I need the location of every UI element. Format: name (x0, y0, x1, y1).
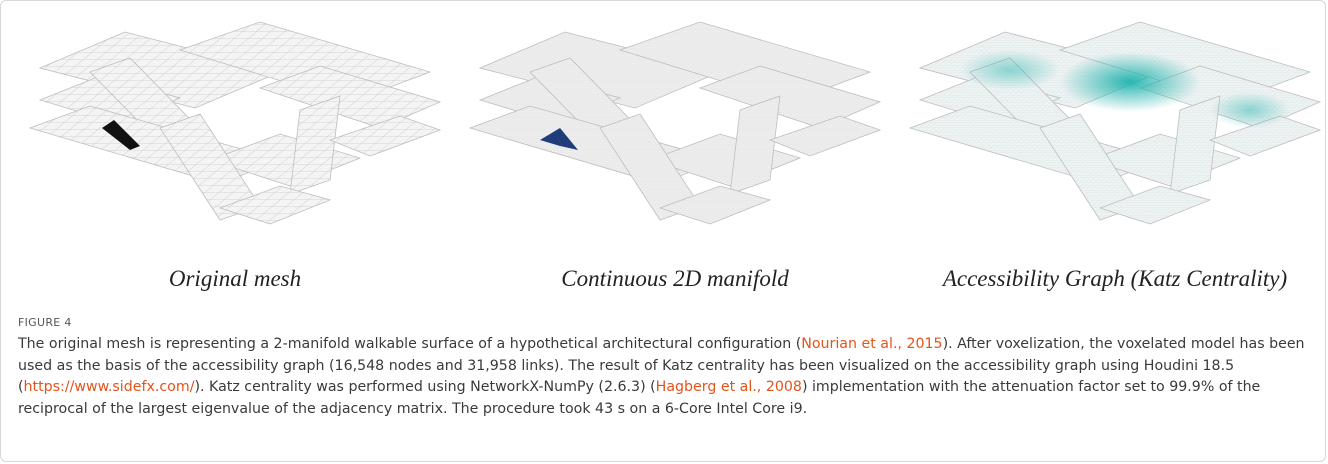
centrality-heat (1060, 52, 1200, 112)
panel-label: Continuous 2D manifold (465, 266, 885, 292)
caption-link[interactable]: Hagberg et al., 2008 (656, 379, 802, 395)
original-mesh-image (30, 22, 440, 224)
panel-label: Original mesh (25, 266, 445, 292)
figure-images (0, 0, 1328, 250)
panel-label: Accessibility Graph (Katz Centrality) (905, 266, 1325, 292)
centrality-heat (960, 50, 1060, 90)
caption-text: The original mesh is representing a 2-ma… (18, 336, 801, 352)
manifold-image (470, 22, 880, 224)
caption-link[interactable]: https://www.sidefx.com/ (24, 379, 195, 395)
caption-link[interactable]: Nourian et al., 2015 (801, 336, 942, 352)
page: Original mesh Continuous 2D manifold Acc… (0, 0, 1328, 464)
centrality-heat (1210, 92, 1290, 128)
figure-label: FIGURE 4 (18, 316, 72, 329)
caption: The original mesh is representing a 2-ma… (18, 334, 1313, 420)
caption-text: ). Katz centrality was performed using N… (194, 379, 655, 395)
